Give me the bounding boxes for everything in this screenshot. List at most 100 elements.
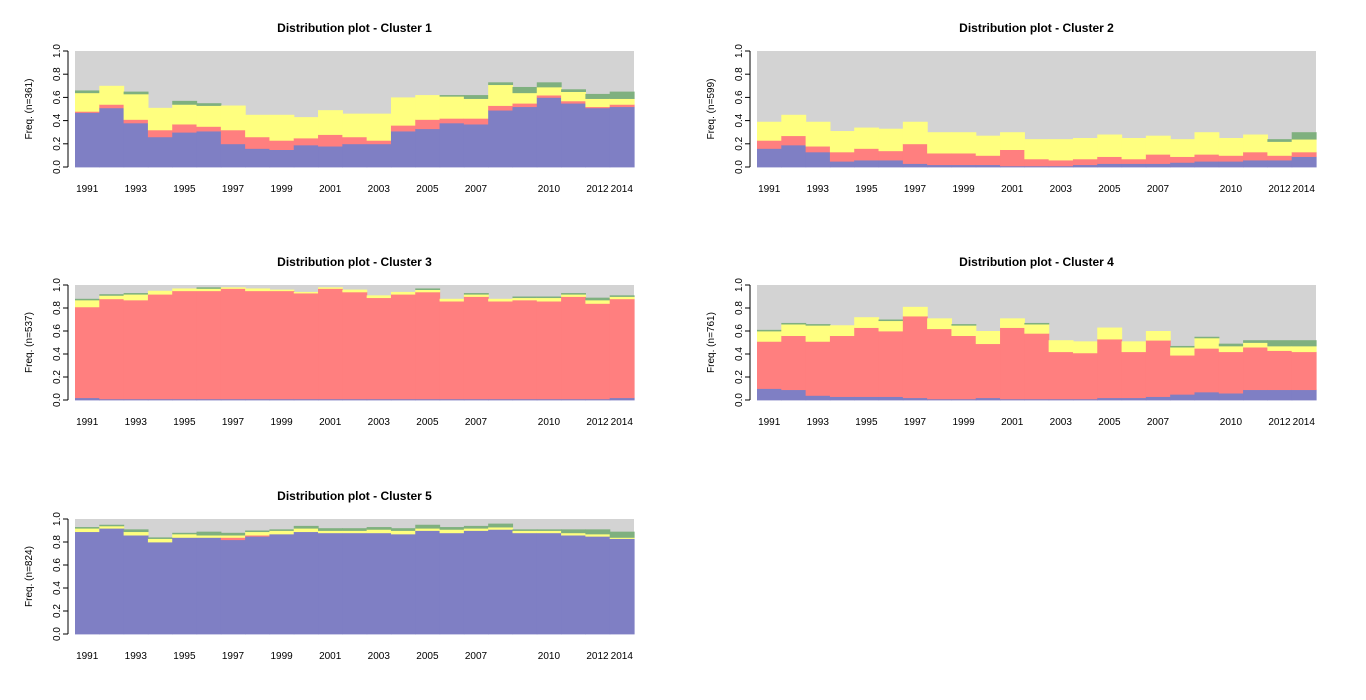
- bin-s1-7: [902, 163, 928, 168]
- bin-s1-21: [561, 103, 586, 168]
- bin-s3-7: [902, 121, 928, 145]
- y-tick-label: 0.4: [734, 347, 745, 361]
- x-tick-label: 2007: [465, 417, 488, 428]
- bin-s4-7: [220, 532, 246, 536]
- bin-s2-23: [609, 298, 635, 399]
- bin-s3-9: [269, 530, 295, 535]
- bin-s1-18: [488, 110, 514, 168]
- bin-s2-11: [318, 134, 343, 147]
- x-tick-label: 1991: [76, 417, 99, 428]
- bin-s4-22: [1267, 340, 1293, 347]
- bin-s2-11: [1000, 327, 1025, 400]
- bin-s3-6: [196, 105, 222, 127]
- y-tick-label: 0.4: [52, 113, 63, 127]
- bin-s1-7: [220, 143, 246, 168]
- bin-s1-3: [123, 398, 149, 401]
- bin-s1-2: [99, 528, 125, 635]
- bin-s2-5: [854, 148, 880, 161]
- bin-s4-23: [609, 91, 635, 99]
- bin-s4-9: [269, 529, 295, 531]
- bin-s1-6: [196, 537, 222, 635]
- bin-s3-7: [902, 306, 928, 317]
- bin-s4-1: [757, 329, 782, 332]
- bin-s2-1: [75, 306, 100, 399]
- bin-s3-13: [366, 295, 392, 299]
- bin-s3-11: [318, 287, 343, 289]
- bin-s2-20: [1218, 155, 1244, 162]
- bin-s2-16: [439, 301, 465, 400]
- bin-s4-17: [463, 95, 489, 99]
- bin-s4-17: [463, 525, 489, 529]
- y-axis-label: Freq. (n=537): [24, 312, 35, 373]
- bin-s1-14: [390, 398, 416, 401]
- bin-s1-1: [75, 397, 100, 401]
- bin-s1-18: [488, 398, 514, 401]
- y-tick-label: 0.2: [52, 370, 63, 384]
- bin-s2-14: [1072, 158, 1098, 166]
- x-tick-label: 1995: [855, 184, 878, 195]
- bin-s2-8: [927, 153, 953, 166]
- bin-s1-14: [390, 131, 416, 168]
- y-axis-label: Freq. (n=761): [706, 312, 717, 373]
- bin-s1-14: [1072, 164, 1098, 168]
- bin-s3-6: [196, 535, 222, 538]
- bin-s1-14: [1072, 398, 1098, 401]
- bin-s3-15: [1097, 327, 1123, 340]
- bin-s3-18: [488, 84, 514, 106]
- bin-s3-4: [829, 131, 855, 153]
- bin-s4-1: [75, 298, 100, 301]
- y-tick-label: 0.0: [734, 160, 745, 174]
- bin-s2-8: [245, 136, 271, 149]
- bin-s3-13: [366, 113, 392, 141]
- y-tick-label: 0.0: [52, 160, 63, 174]
- bin-s2-6: [196, 126, 222, 132]
- y-tick-label: 0.6: [734, 90, 745, 104]
- bin-s1-15: [1097, 163, 1123, 168]
- bin-s3-5: [172, 533, 198, 538]
- bin-s3-2: [781, 114, 807, 137]
- bin-s2-7: [220, 129, 246, 145]
- bin-s3-12: [1024, 139, 1050, 160]
- bin-s2-17: [463, 118, 489, 125]
- bin-s4-23: [609, 531, 635, 538]
- bin-s1-4: [147, 542, 173, 635]
- bin-s4-6: [878, 319, 904, 322]
- bin-s4-20: [1218, 343, 1244, 347]
- bin-s2-1: [757, 140, 782, 149]
- bin-s3-18: [1170, 139, 1196, 157]
- bin-s3-8: [245, 288, 271, 292]
- bin-s1-16: [439, 398, 465, 401]
- bin-s2-1: [75, 111, 100, 113]
- bin-s1-13: [366, 143, 392, 168]
- bin-s2-13: [366, 140, 392, 145]
- bin-s4-2: [99, 524, 125, 527]
- bin-s3-10: [293, 528, 319, 533]
- bin-s4-20: [536, 82, 562, 88]
- bin-s3-12: [342, 289, 368, 293]
- bin-s1-3: [805, 395, 831, 401]
- bin-s2-7: [902, 316, 928, 399]
- x-tick-label: 2012: [586, 417, 609, 428]
- bin-s2-19: [512, 299, 538, 400]
- y-axis-label: Freq. (n=599): [706, 79, 717, 140]
- bin-s3-19: [512, 92, 538, 104]
- bin-s1-5: [172, 537, 198, 635]
- bin-s1-9: [269, 398, 295, 401]
- bin-s1-21: [1243, 160, 1268, 168]
- bin-s4-3: [123, 293, 149, 295]
- bin-s2-20: [1218, 351, 1244, 394]
- bin-s3-1: [75, 92, 100, 112]
- bin-s1-9: [269, 149, 295, 168]
- bin-s3-14: [390, 530, 416, 535]
- bin-s4-11: [318, 528, 343, 531]
- x-tick-label: 2005: [1098, 417, 1121, 428]
- bin-s2-2: [781, 135, 807, 146]
- bin-s3-19: [1194, 337, 1220, 349]
- bin-s3-10: [975, 331, 1001, 345]
- bin-s1-15: [1097, 397, 1123, 401]
- x-tick-label: 1993: [125, 651, 148, 662]
- bin-s2-2: [99, 104, 125, 109]
- bin-s1-5: [854, 396, 880, 401]
- bin-s3-21: [561, 532, 586, 536]
- bin-s4-10: [293, 525, 319, 529]
